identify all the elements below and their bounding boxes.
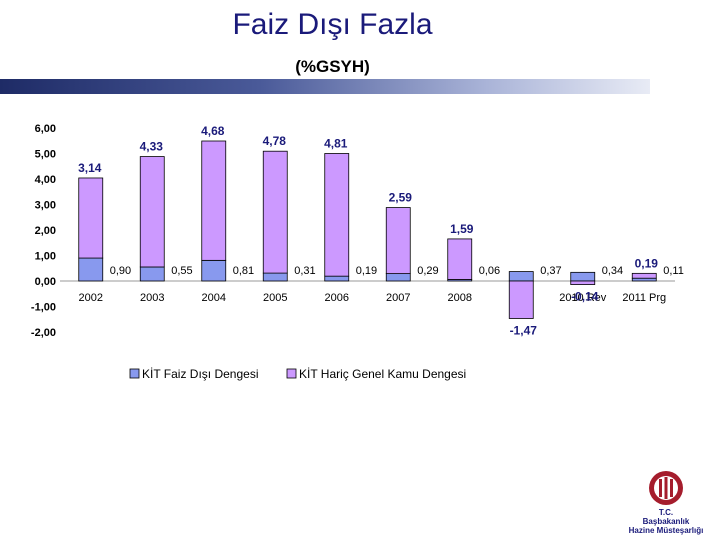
bar-kit-faiz-disi (78, 257, 104, 282)
page-subtitle: (%GSYH) (295, 57, 370, 76)
org-line-1: T.C. (658, 508, 674, 517)
x-tick-label: 2007 (386, 292, 410, 304)
header-band (0, 79, 650, 94)
kit-value-label: 0,31 (294, 265, 315, 277)
x-tick-label: 2002 (79, 292, 103, 304)
treasury-logo (649, 471, 683, 505)
bar-kit-haric-genel-kamu (78, 177, 104, 259)
x-tick-label: 2005 (263, 292, 287, 304)
kamu-value-label: 4,81 (324, 137, 348, 151)
y-tick-label: 3,00 (35, 200, 56, 212)
legend-label: KİT Faiz Dışı Dengesi (142, 367, 258, 381)
bar-kit-haric-genel-kamu (385, 207, 411, 275)
y-tick-label: 2,00 (35, 225, 56, 237)
chart-labels: 0,90 3,14 0,55 4,33 0,81 4,68 0,31 4,78 0,19 4,81… (78, 124, 684, 337)
bar-kit-haric-genel-kamu (508, 280, 534, 319)
chart-axes: 6,00 5,00 4,00 3,00 2,00 1,00 0,00 -1,00 -2,00 20… (31, 123, 675, 339)
bar-kit-faiz-disi (139, 266, 165, 282)
bar-kit-faiz-disi (570, 271, 596, 282)
bar-kit-haric-genel-kamu (262, 150, 288, 274)
kamu-value-label: 3,14 (78, 161, 102, 175)
y-tick-label: 1,00 (35, 251, 56, 263)
stacked-bar-chart: 6,00 5,00 4,00 3,00 2,00 1,00 0,00 -1,00 -2,00 20… (31, 123, 684, 381)
x-tick-label: 2003 (140, 292, 164, 304)
x-tick-label: 2011 Prg (622, 292, 666, 304)
y-tick-label: 0,00 (35, 276, 56, 288)
y-tick-label: 4,00 (35, 174, 56, 186)
x-tick-label: 2004 (202, 292, 226, 304)
kamu-value-label: 1,59 (450, 222, 474, 236)
kamu-value-label: 4,33 (140, 140, 164, 154)
x-tick-label: 2006 (325, 292, 349, 304)
kamu-value-label: 2,59 (389, 191, 413, 205)
kit-value-label: 0,34 (602, 265, 623, 277)
legend-swatch (129, 368, 140, 379)
org-line-3: Hazine Müsteşarlığı (628, 526, 704, 535)
kit-value-label: 0,81 (233, 265, 254, 277)
kit-value-label: 0,37 (540, 265, 561, 277)
bar-kit-faiz-disi (385, 273, 411, 282)
org-line-2: Başbakanlık (642, 517, 690, 526)
bar-kit-haric-genel-kamu (201, 140, 227, 261)
bar-kit-faiz-disi (508, 271, 534, 282)
y-tick-label: -1,00 (31, 302, 56, 314)
bar-kit-faiz-disi (324, 275, 350, 282)
bar-kit-faiz-disi (201, 259, 227, 282)
x-tick-label: 2010 Rev (559, 292, 607, 304)
kit-value-label: 0,29 (417, 265, 438, 277)
bar-kit-haric-genel-kamu (139, 156, 165, 268)
kit-value-label: 0,11 (663, 265, 684, 277)
kit-value-label: 0,06 (479, 265, 500, 277)
organization-name: T.C. Başbakanlık Hazine Müsteşarlığı (612, 508, 720, 535)
legend-label: KİT Hariç Genel Kamu Dengesi (299, 367, 466, 381)
legend-swatch (286, 368, 297, 379)
kamu-value-label: 0,19 (635, 256, 659, 270)
x-tick-label: 2008 (448, 292, 472, 304)
y-tick-label: -2,00 (31, 327, 56, 339)
kamu-value-label: -1,47 (510, 323, 538, 337)
bar-kit-faiz-disi (631, 277, 657, 282)
kamu-value-label: 4,68 (201, 124, 225, 138)
bar-kit-haric-genel-kamu (631, 272, 657, 279)
kamu-value-label: 4,78 (263, 134, 287, 148)
page-title: Faiz Dışı Fazla (232, 8, 433, 41)
y-tick-label: 5,00 (35, 149, 56, 161)
chart-legend: KİT Faiz Dışı Dengesi KİT Hariç Genel Kam… (129, 367, 466, 381)
kit-value-label: 0,55 (171, 265, 192, 277)
bar-kit-haric-genel-kamu (447, 238, 473, 280)
bar-kit-haric-genel-kamu (324, 153, 350, 277)
kit-value-label: 0,19 (356, 265, 377, 277)
chart-bars (78, 140, 657, 319)
bar-kit-haric-genel-kamu (570, 280, 596, 285)
kamu-value-label: -0,14 (571, 290, 599, 304)
y-tick-label: 6,00 (35, 123, 56, 135)
bar-kit-faiz-disi (262, 272, 288, 282)
kit-value-label: 0,90 (110, 265, 131, 277)
